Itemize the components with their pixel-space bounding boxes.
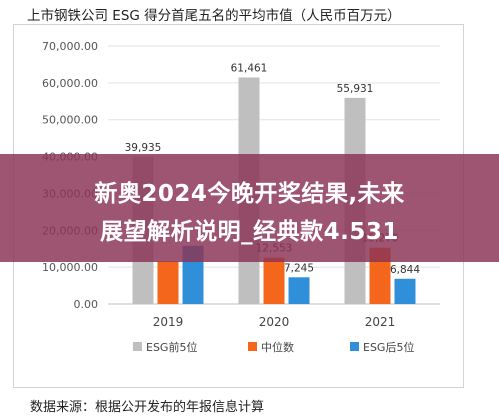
overlay-banner[interactable]: 新奥2024今晚开奖结果,未来 展望解析说明_经典款4.531	[0, 154, 499, 262]
y-tick-label: 0.00	[74, 298, 99, 311]
legend-label: ESG前5位	[146, 340, 197, 354]
y-tick-label: 60,000.00	[42, 77, 98, 90]
y-tick-label: 70,000.00	[42, 40, 98, 53]
bar	[263, 257, 285, 304]
legend-label: 中位数	[261, 340, 294, 354]
y-tick-label: 10,000.00	[42, 261, 98, 274]
legend-swatch	[248, 342, 257, 351]
legend-swatch	[350, 342, 359, 351]
bar	[157, 261, 179, 304]
y-tick-label: 50,000.00	[42, 114, 98, 127]
x-tick-label: 2021	[365, 315, 396, 329]
data-label: 7,245	[284, 262, 314, 274]
bar	[288, 277, 310, 304]
banner-line-1: 新奥2024今晚开奖结果,未来	[94, 181, 405, 207]
legend-label: ESG后5位	[363, 340, 414, 354]
legend-swatch	[133, 342, 142, 351]
x-tick-label: 2020	[259, 315, 290, 329]
x-tick-label: 2019	[153, 315, 184, 329]
data-label: 6,844	[390, 264, 420, 276]
bar	[394, 278, 416, 304]
source-note: 数据来源：根据公开发布的年报信息计算	[30, 400, 265, 415]
data-label: 39,935	[125, 142, 162, 154]
data-label: 55,931	[337, 83, 374, 95]
banner-line-2: 展望解析说明_经典款4.531	[100, 219, 399, 245]
chart-title: 上市钢铁公司 ESG 得分首尾五名的平均市值（人民币百万元）	[27, 8, 401, 24]
data-label: 61,461	[231, 62, 268, 74]
